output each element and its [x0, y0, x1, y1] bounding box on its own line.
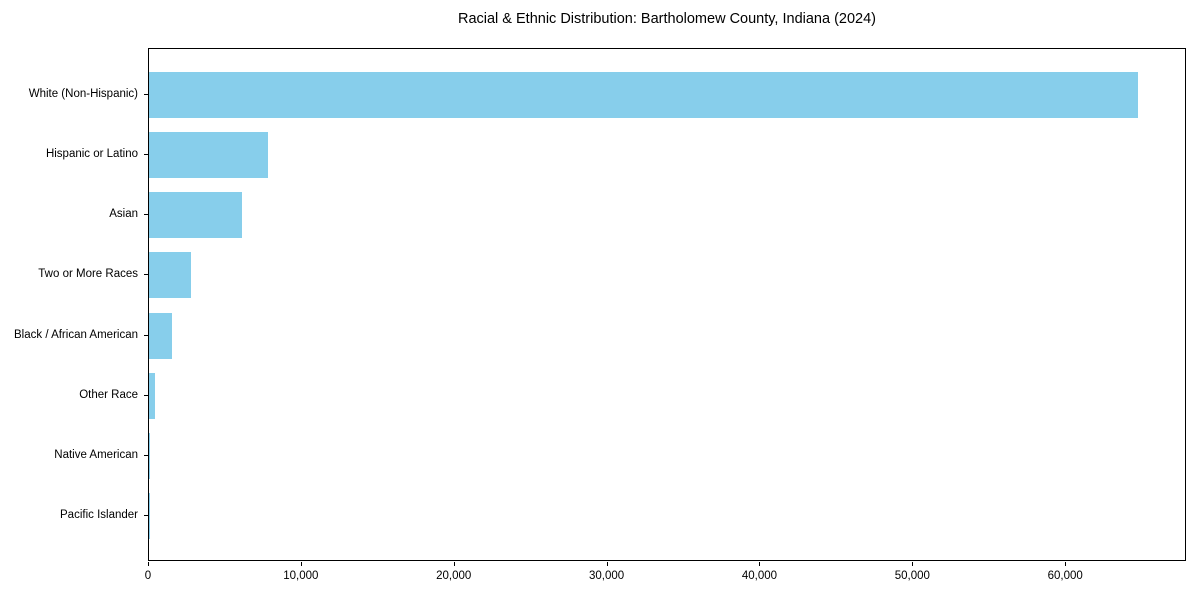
chart-title: Racial & Ethnic Distribution: Bartholome…: [457, 11, 877, 27]
y-tick-label: Native American: [54, 448, 138, 461]
y-tick-label: Other Race: [79, 388, 138, 401]
y-tick-label: White (Non-Hispanic): [28, 88, 138, 101]
bar: [149, 312, 172, 359]
y-tick-label: Hispanic or Latino: [45, 148, 138, 161]
y-tick-label: Black / African American: [14, 328, 138, 341]
x-tick-mark: [148, 562, 149, 566]
y-tick-label: Asian: [109, 208, 138, 221]
bar: [149, 372, 155, 419]
x-tick-label: 20,000: [436, 570, 472, 582]
y-tick-mark: [144, 94, 148, 96]
x-tick-label: 40,000: [741, 570, 778, 582]
plot-area: [148, 48, 1186, 561]
x-tick-mark: [300, 562, 302, 566]
x-tick-label: 50,000: [894, 570, 930, 582]
bar: [149, 192, 243, 239]
x-tick-label: 10,000: [283, 570, 319, 582]
y-tick-mark: [144, 394, 148, 396]
y-tick-mark: [144, 274, 148, 276]
x-tick-mark: [606, 562, 608, 566]
bar: [149, 72, 1139, 119]
x-tick-mark: [453, 562, 455, 566]
x-tick-label: 0: [144, 570, 152, 582]
y-tick-mark: [144, 334, 148, 336]
x-tick-label: 60,000: [1047, 570, 1083, 582]
y-tick-mark: [144, 214, 148, 216]
bar: [149, 252, 192, 299]
bar: [149, 132, 269, 179]
y-tick-mark: [144, 454, 148, 456]
y-tick-label: Two or More Races: [38, 268, 138, 281]
x-tick-mark: [759, 562, 761, 566]
y-tick-mark: [144, 514, 148, 516]
y-tick-mark: [144, 154, 148, 156]
x-tick-mark: [912, 562, 914, 566]
x-tick-mark: [1065, 562, 1067, 566]
bar: [149, 432, 150, 479]
y-tick-label: Pacific Islander: [60, 508, 138, 521]
x-tick-label: 30,000: [589, 570, 625, 582]
